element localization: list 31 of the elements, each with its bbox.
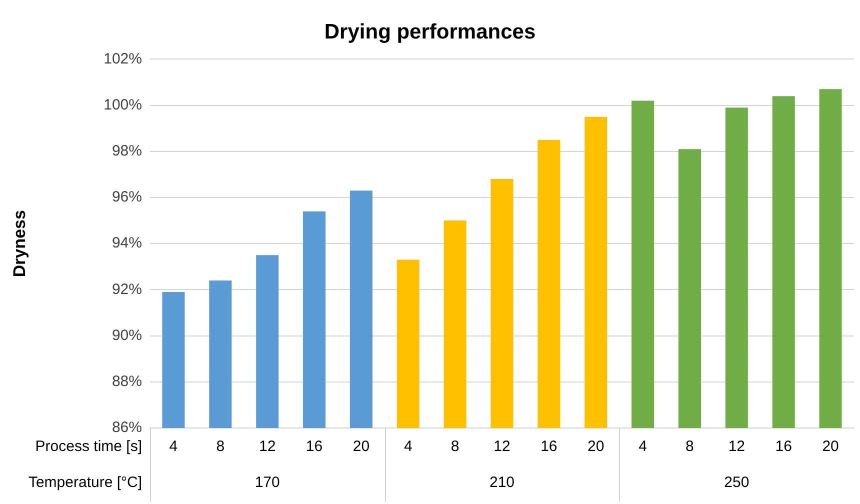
text: Temperature [°C] xyxy=(28,474,142,492)
y-axis-title: Dryness xyxy=(10,210,29,278)
series-label: 170 xyxy=(254,474,280,492)
y-tick-label: 98% xyxy=(112,142,142,160)
y-tick-label: 88% xyxy=(112,373,142,390)
y-tick-label: 86% xyxy=(112,419,142,436)
series-label: 250 xyxy=(724,474,750,492)
x-tick-label: 16 xyxy=(775,438,792,456)
x-tick-label: 4 xyxy=(638,438,647,456)
y-tick-label: 96% xyxy=(112,188,142,206)
y-tick-label: 100% xyxy=(104,96,142,114)
x-tick-label: 4 xyxy=(404,438,412,456)
x-tick-label: 12 xyxy=(258,438,276,456)
y-tick-label: 102% xyxy=(104,50,142,68)
x-tick-label: 20 xyxy=(822,438,839,456)
x-tick-label: 8 xyxy=(450,438,460,456)
x-tick-label: 12 xyxy=(494,438,510,456)
text: Process time [s] xyxy=(35,438,142,456)
x-tick-label: 12 xyxy=(728,438,746,456)
y-tick-label: 94% xyxy=(112,234,142,252)
x-tick-label: 8 xyxy=(216,438,225,456)
series-label: 210 xyxy=(489,474,515,492)
x-tick-label: 20 xyxy=(352,438,370,456)
x-tick-label: 8 xyxy=(686,438,694,456)
y-tick-label: 90% xyxy=(112,326,142,344)
chart-title: Drying performances xyxy=(324,20,536,44)
y-tick-label: 92% xyxy=(112,280,142,298)
x-tick-label: 20 xyxy=(588,438,604,456)
x-tick-label: 16 xyxy=(540,438,558,456)
x-tick-label: 16 xyxy=(306,438,323,456)
x-tick-label: 4 xyxy=(169,438,178,456)
